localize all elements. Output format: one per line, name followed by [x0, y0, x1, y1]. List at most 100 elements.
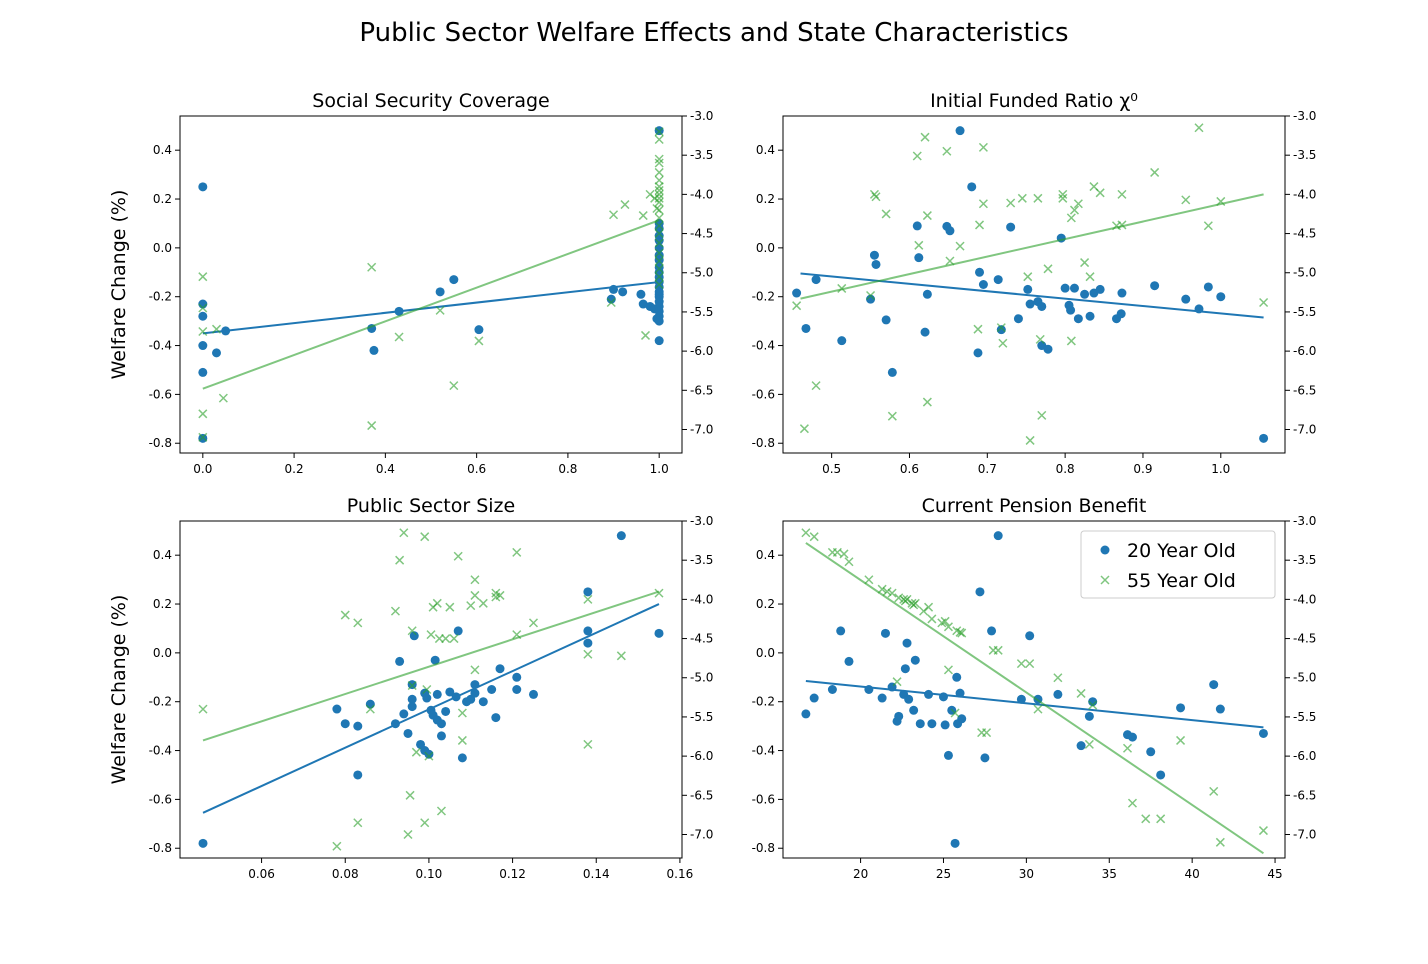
data-point-x	[864, 575, 874, 585]
data-point-circle	[390, 719, 400, 729]
y-tick-label: 0.4	[756, 143, 775, 157]
data-point-circle	[403, 728, 413, 738]
data-point-x	[1023, 272, 1033, 282]
data-point-circle	[922, 289, 932, 299]
fit-line	[202, 590, 660, 742]
x-tick-label: 0.0	[193, 462, 212, 476]
data-point-circle	[887, 367, 897, 377]
data-point-x	[1025, 435, 1035, 445]
data-point-x	[449, 634, 459, 644]
data-point-x	[1016, 659, 1026, 669]
data-point-x	[1117, 220, 1127, 230]
data-point-x	[882, 587, 892, 597]
data-point-x	[609, 210, 619, 220]
data-point-x	[1259, 297, 1269, 308]
y-tick-label: 0.2	[756, 192, 775, 206]
data-point-x	[457, 708, 467, 718]
data-point-x	[654, 279, 664, 290]
data-point-x	[945, 256, 955, 266]
data-point-circle	[864, 685, 874, 694]
y2-tick-label: -6.5	[1293, 788, 1316, 802]
x-tick-label: 0.7	[978, 462, 997, 476]
data-point-x	[1141, 814, 1151, 824]
fit-line	[202, 281, 660, 335]
y2-tick-label: -5.0	[690, 671, 713, 685]
data-point-circle	[221, 326, 231, 336]
data-point-x	[881, 209, 891, 219]
data-point-circle	[353, 721, 363, 731]
y2-tick-label: -4.5	[1293, 632, 1316, 646]
y-tick-label: -0.2	[149, 695, 172, 709]
data-point-x	[390, 606, 400, 616]
series-20-year-old	[198, 531, 664, 848]
y2-tick-label: -6.0	[1293, 749, 1316, 763]
x-tick-label: 0.06	[248, 867, 275, 881]
data-point-x	[1006, 198, 1016, 208]
data-point-circle	[1025, 631, 1035, 641]
y2-tick-label: -5.0	[690, 266, 713, 280]
series-20-year-old	[198, 126, 664, 443]
data-point-circle	[980, 753, 990, 763]
data-point-circle	[198, 341, 208, 351]
data-point-x	[424, 751, 434, 761]
data-point-circle	[609, 284, 619, 294]
chart-panel-3: Public Sector Size Welfare Change (%) 0.06…	[108, 495, 713, 881]
data-point-x	[654, 588, 664, 598]
data-point-circle	[1127, 732, 1137, 742]
data-point-x	[974, 220, 985, 230]
data-point-x	[844, 557, 854, 567]
data-point-x	[399, 528, 409, 538]
data-point-x	[654, 158, 664, 168]
data-point-circle	[451, 692, 461, 702]
y2-tick-label: -7.0	[1293, 422, 1316, 436]
y-tick-label: 0.0	[756, 646, 775, 660]
data-point-circle	[365, 699, 375, 709]
y-tick-label: 0.2	[756, 597, 775, 611]
data-point-circle	[1146, 747, 1156, 757]
data-point-x	[654, 221, 664, 231]
data-point-x	[1088, 700, 1098, 710]
data-point-x	[887, 411, 897, 421]
y2-tick-label: -7.0	[690, 422, 713, 436]
x-tick-label: 0.08	[332, 867, 359, 881]
y2-tick-label: -3.5	[690, 553, 713, 567]
data-point-circle	[395, 656, 405, 666]
data-point-circle	[987, 626, 997, 636]
data-point-circle	[880, 628, 890, 638]
data-point-circle	[978, 280, 988, 289]
data-point-circle	[1037, 301, 1047, 311]
data-point-x	[512, 630, 522, 640]
fit-line	[805, 679, 1264, 729]
y-tick-label: -0.6	[752, 792, 775, 806]
data-point-circle	[1085, 311, 1095, 321]
y2-tick-label: -5.0	[1293, 266, 1316, 280]
data-point-circle	[827, 685, 837, 694]
data-point-x	[1156, 814, 1166, 824]
data-point-x	[892, 677, 902, 687]
panel-title: Current Pension Benefit	[922, 495, 1147, 517]
data-point-x	[1258, 826, 1268, 836]
data-point-x	[801, 528, 811, 538]
data-point-circle	[1069, 283, 1079, 293]
data-point-x	[583, 594, 593, 604]
data-point-x	[654, 193, 664, 203]
data-point-x	[1216, 196, 1226, 206]
data-point-circle	[924, 689, 934, 699]
data-point-x	[943, 622, 953, 632]
series-20-year-old	[801, 531, 1268, 848]
y2-tick-label: -6.0	[690, 749, 713, 763]
chart-panel-1: Social Security Coverage Welfare Change (…	[108, 90, 713, 476]
y-tick-label: -0.6	[149, 792, 172, 806]
data-point-x	[654, 154, 664, 164]
y-tick-label: -0.8	[752, 436, 775, 450]
data-point-x	[441, 634, 451, 644]
data-point-x	[453, 551, 463, 561]
data-point-x	[474, 336, 484, 346]
data-point-x	[1117, 189, 1127, 199]
y-axis-label: Welfare Change (%)	[108, 595, 130, 785]
plot-frame	[782, 115, 1286, 454]
data-point-x	[198, 272, 208, 282]
y-tick-label: 0.0	[756, 241, 775, 255]
data-point-x	[478, 598, 488, 608]
data-point-circle	[457, 753, 467, 763]
